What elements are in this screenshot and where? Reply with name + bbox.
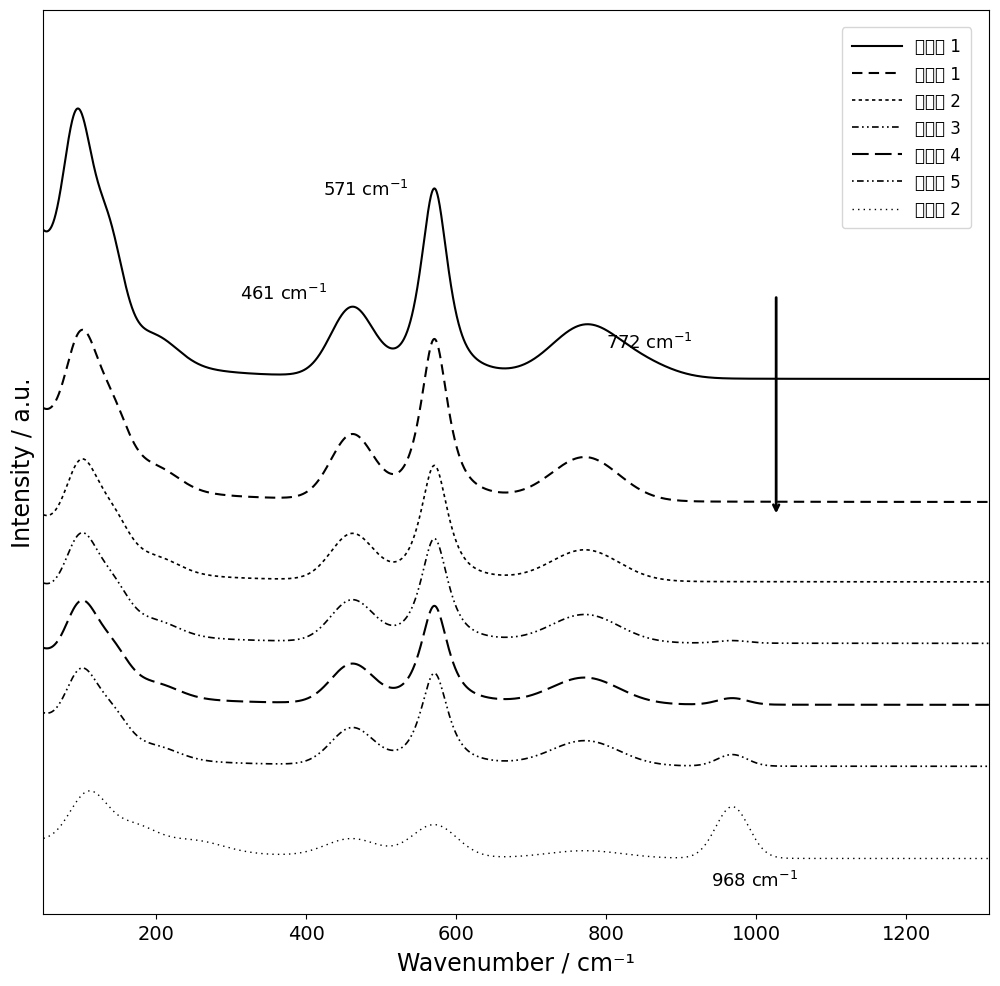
Text: 772 cm$^{-1}$: 772 cm$^{-1}$ <box>606 333 693 353</box>
X-axis label: Wavenumber / cm⁻¹: Wavenumber / cm⁻¹ <box>397 951 635 975</box>
Text: 968 cm$^{-1}$: 968 cm$^{-1}$ <box>711 870 798 889</box>
Text: 571 cm$^{-1}$: 571 cm$^{-1}$ <box>323 179 409 199</box>
Y-axis label: Intensity / a.u.: Intensity / a.u. <box>11 378 35 547</box>
Text: 461 cm$^{-1}$: 461 cm$^{-1}$ <box>240 284 327 304</box>
Legend: 比较例 1, 实施例 1, 实施例 2, 实施例 3, 实施例 4, 实施例 5, 比较例 2: 比较例 1, 实施例 1, 实施例 2, 实施例 3, 实施例 4, 实施例 5… <box>842 29 971 230</box>
